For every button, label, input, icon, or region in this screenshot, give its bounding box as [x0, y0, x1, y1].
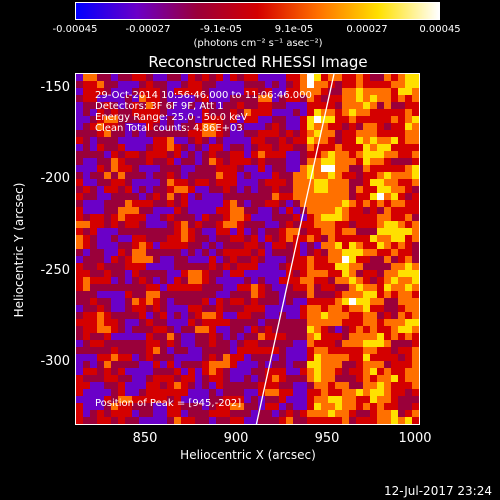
y-tick-label: -150: [40, 80, 70, 95]
y-axis-label: Heliocentric Y (arcsec): [12, 182, 26, 318]
colorbar: [75, 2, 440, 20]
colorbar-tick-label: 0.00045: [419, 24, 461, 35]
rhessi-image: [76, 74, 419, 424]
info-time-range: 29-Oct-2014 10:56:46.000 to 11:06:46.000: [95, 90, 312, 101]
x-tick-label: 850: [132, 431, 158, 446]
info-clean-counts: Clean Total counts: 4.86E+03: [95, 123, 243, 134]
y-tick-label: -250: [40, 263, 70, 278]
colorbar-tick-label: -9.1e-05: [200, 24, 242, 35]
colorbar-tick-label: -0.00027: [125, 24, 171, 35]
x-tick-label: 950: [314, 431, 340, 446]
x-tick-label: 900: [223, 431, 249, 446]
colorbar-tick-label: 9.1e-05: [274, 24, 314, 35]
peak-position-text: Position of Peak = [945,-202]: [95, 398, 242, 409]
colorbar-units: (photons cm⁻² s⁻¹ asec⁻²): [193, 38, 323, 49]
info-detectors: Detectors: 3F 6F 9F, Att 1: [95, 101, 224, 112]
colorbar-tick-label: 0.00027: [346, 24, 388, 35]
plot-title: Reconstructed RHESSI Image: [148, 53, 368, 71]
info-energy-range: Energy Range: 25.0 - 50.0 keV: [95, 112, 248, 123]
x-tick-label: 1000: [398, 431, 432, 446]
timestamp: 12-Jul-2017 23:24: [383, 484, 492, 498]
solar-limb-line: [255, 74, 335, 424]
y-tick-label: -300: [40, 354, 70, 369]
y-tick-label: -200: [40, 171, 70, 186]
colorbar-tick-label: -0.00045: [52, 24, 98, 35]
rhessi-image-plot: [75, 73, 420, 425]
x-axis-label: Heliocentric X (arcsec): [180, 448, 316, 462]
